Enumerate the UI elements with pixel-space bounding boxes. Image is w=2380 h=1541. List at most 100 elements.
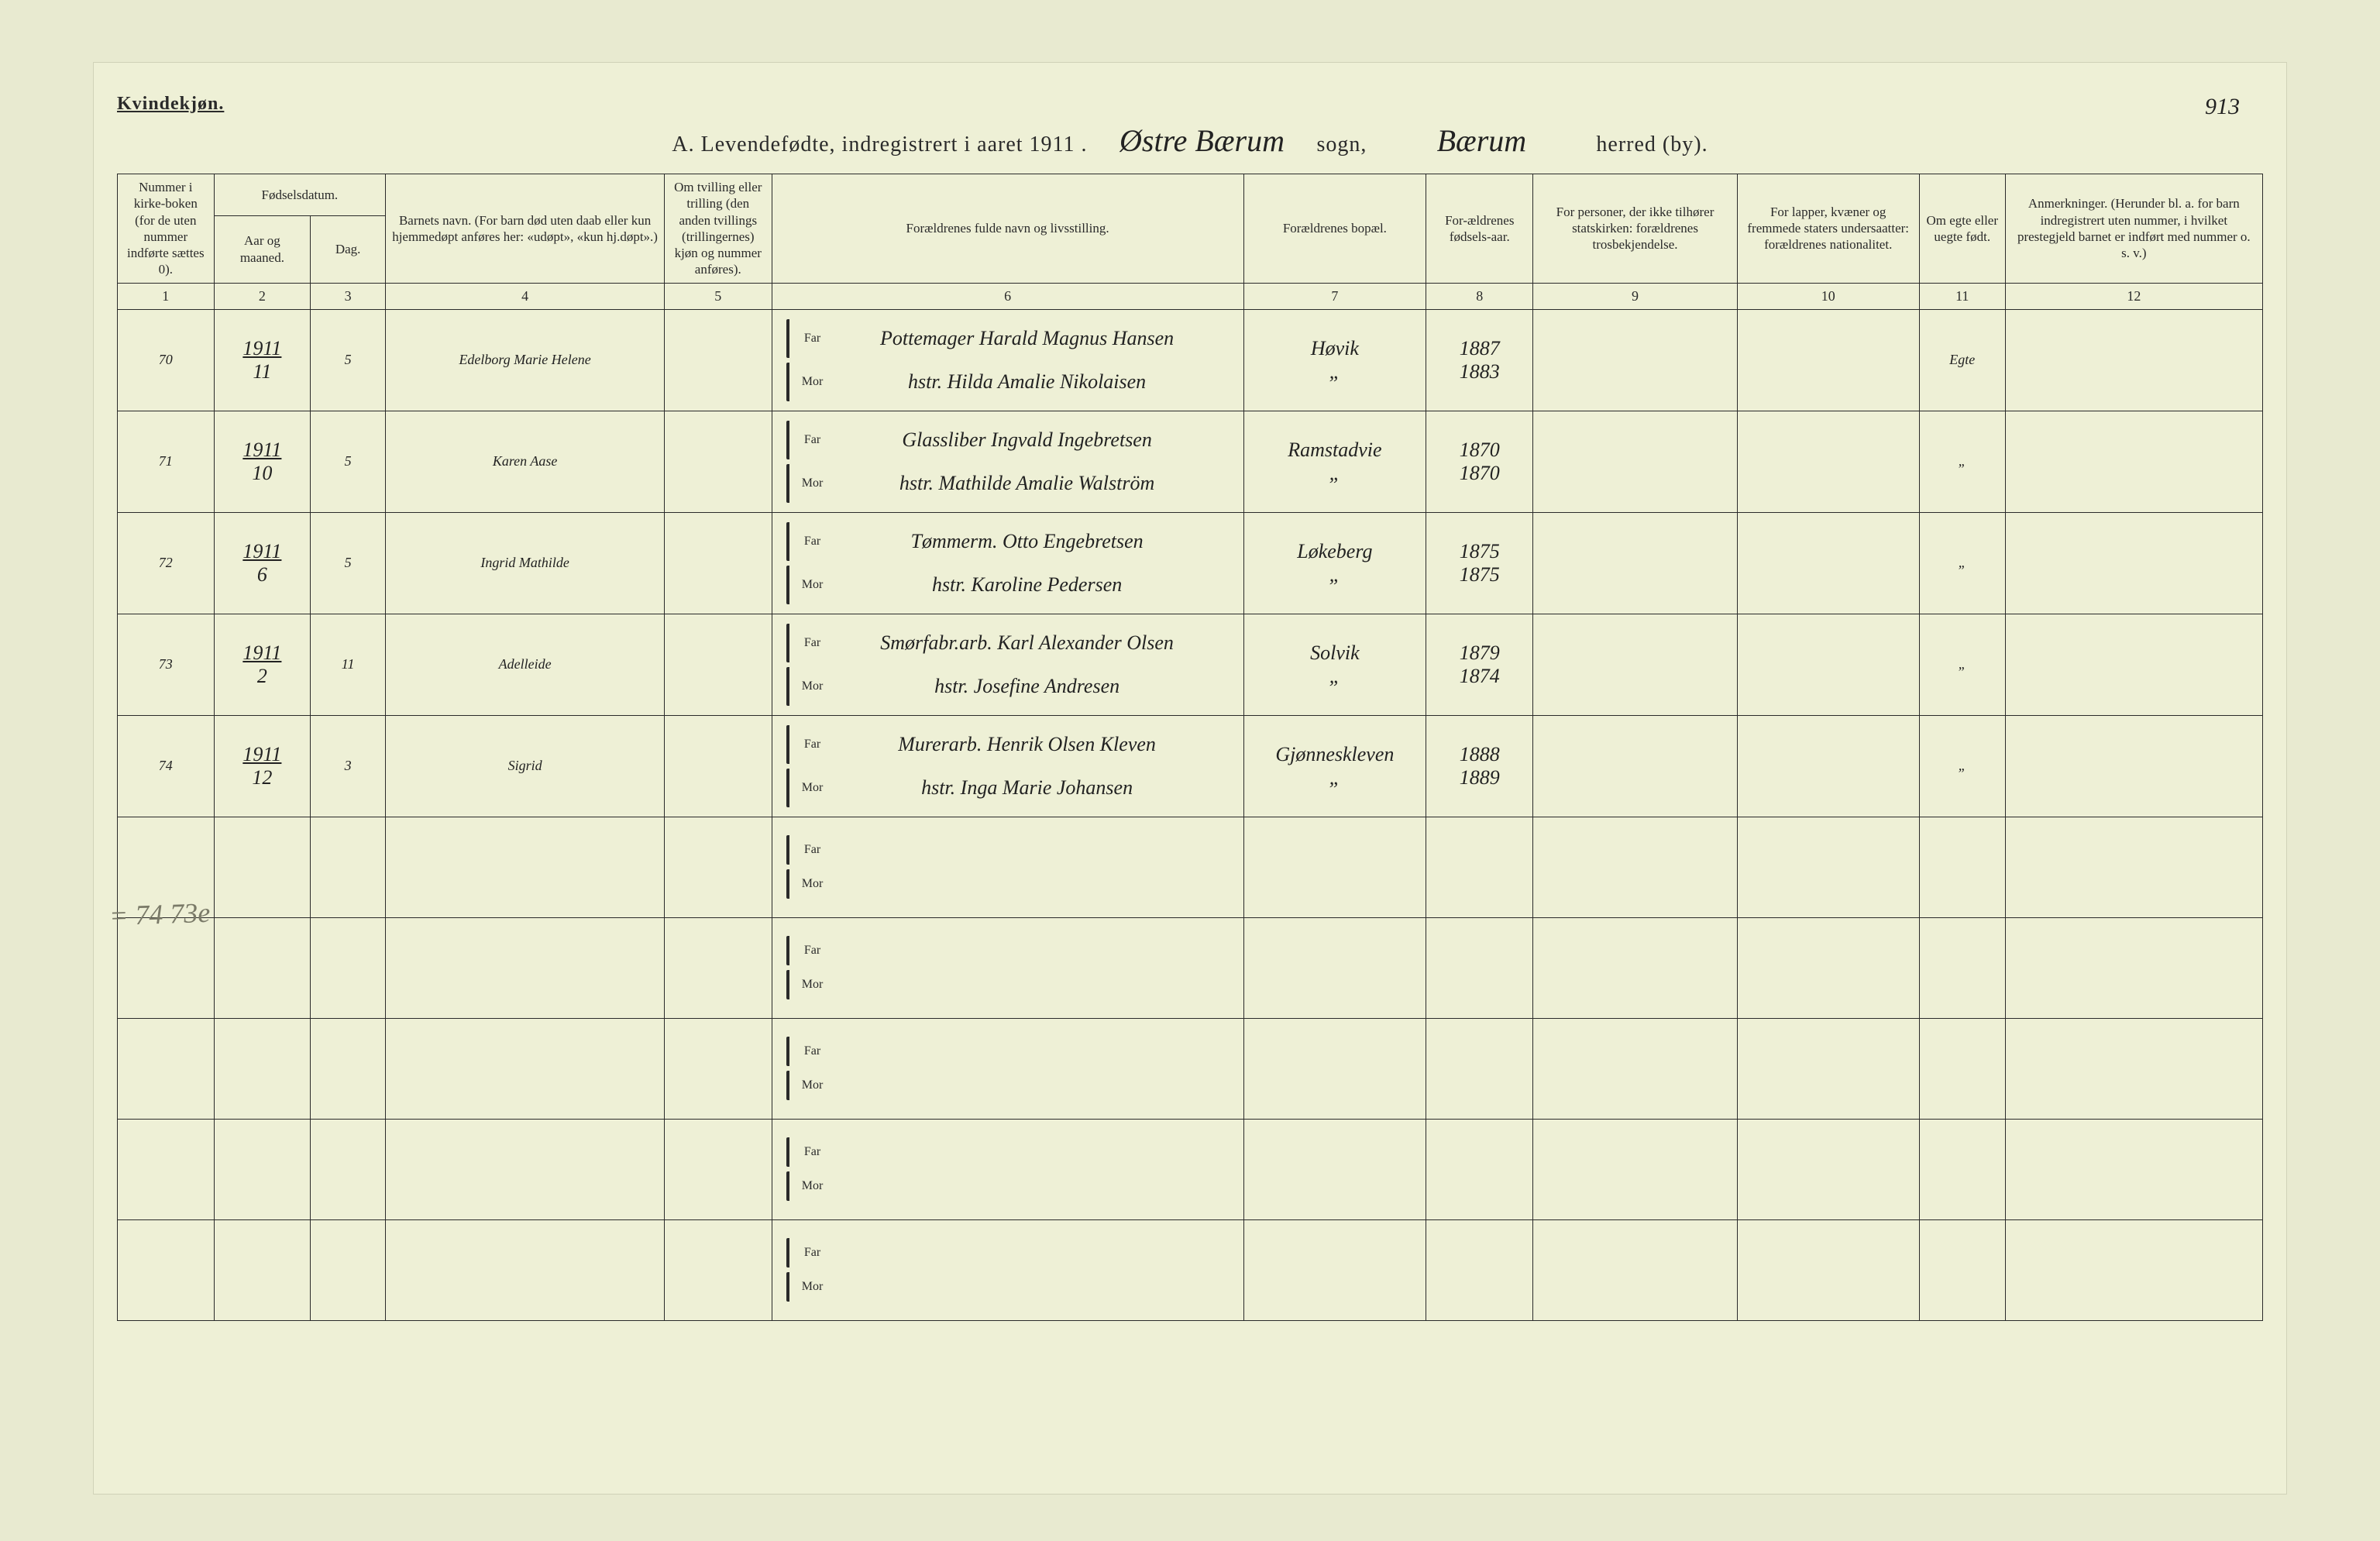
colnum-8: 8 (1426, 283, 1533, 309)
birth-father: 1879 (1432, 642, 1526, 665)
year-month (214, 1018, 311, 1119)
far-label: Far (799, 738, 827, 752)
colnum-12: 12 (2005, 283, 2262, 309)
nationality-cell (1737, 1119, 1919, 1219)
birth-father: 1875 (1432, 540, 1526, 563)
mother-name: hstr. Josefine Andresen (834, 675, 1220, 698)
twin-cell (665, 614, 772, 715)
remarks-cell (2005, 817, 2262, 917)
far-label: Far (799, 843, 827, 857)
mother-line: Mor hstr. Inga Marie Johansen (786, 769, 1230, 807)
year-month (214, 917, 311, 1018)
residence-father: Høvik (1250, 337, 1419, 360)
table-row: 72 1911 6 5 Ingrid Mathilde Far Tømmerm.… (118, 512, 2263, 614)
table-row-empty: Far Mor (118, 817, 2263, 917)
residence-cell: Løkeberg „ (1243, 512, 1426, 614)
remarks-cell (2005, 309, 2262, 411)
confession-cell (1533, 614, 1737, 715)
legitimacy (1919, 1219, 2005, 1320)
title-prefix: A. Levendefødte, indregistrert i aaret 1… (672, 132, 1087, 157)
year: 1911 (221, 642, 304, 665)
hdr-c8: For-ældrenes fødsels-aar. (1426, 174, 1533, 284)
remarks-cell (2005, 1219, 2262, 1320)
twin-cell (665, 1119, 772, 1219)
remarks-cell (2005, 512, 2262, 614)
entry-number: 74 (118, 715, 215, 817)
table-row: 70 1911 11 5 Edelborg Marie Helene Far P… (118, 309, 2263, 411)
table-row-empty: Far Mor (118, 1219, 2263, 1320)
nationality-cell (1737, 917, 1919, 1018)
parents-cell: Far Mor (772, 1219, 1243, 1320)
father-name: Glassliber Ingvald Ingebretsen (834, 428, 1220, 452)
twin-cell (665, 512, 772, 614)
mother-line: Mor (786, 1171, 1230, 1201)
residence-cell (1243, 917, 1426, 1018)
father-line: Far (786, 1137, 1230, 1167)
legitimacy (1919, 917, 2005, 1018)
year-month: 1911 2 (214, 614, 311, 715)
confession-cell (1533, 1018, 1737, 1119)
parents-cell: Far Mor (772, 1119, 1243, 1219)
table-row: 73 1911 2 11 Adelleide Far Smørfabr.arb.… (118, 614, 2263, 715)
residence-father: Gjønneskleven (1250, 743, 1419, 766)
twin-cell (665, 309, 772, 411)
mother-line: Mor hstr. Karoline Pedersen (786, 566, 1230, 604)
entry-number: 72 (118, 512, 215, 614)
colnum-3: 3 (311, 283, 386, 309)
birth-father: 1888 (1432, 743, 1526, 766)
entry-number: 71 (118, 411, 215, 512)
birthyear-cell: 1888 1889 (1426, 715, 1533, 817)
birth-mother: 1889 (1432, 766, 1526, 789)
twin-cell (665, 817, 772, 917)
entry-number (118, 1018, 215, 1119)
year: 1911 (221, 439, 304, 462)
child-name: Edelborg Marie Helene (386, 309, 665, 411)
margin-note: = 74 73e (108, 898, 211, 932)
residence-mother: „ (1250, 360, 1419, 384)
legitimacy: „ (1919, 614, 2005, 715)
mother-line: Mor hstr. Mathilde Amalie Walström (786, 464, 1230, 503)
legitimacy: „ (1919, 715, 2005, 817)
nationality-cell (1737, 817, 1919, 917)
month: 2 (221, 665, 304, 688)
birthyear-cell (1426, 1018, 1533, 1119)
father-line: Far (786, 1037, 1230, 1066)
day: 11 (311, 614, 386, 715)
birth-mother: 1874 (1432, 665, 1526, 688)
twin-cell (665, 411, 772, 512)
ledger-page: Kvindekjøn. 913 A. Levendefødte, indregi… (93, 62, 2287, 1495)
year-month: 1911 12 (214, 715, 311, 817)
residence-cell (1243, 1018, 1426, 1119)
month: 10 (221, 462, 304, 485)
year: 1911 (221, 743, 304, 766)
residence-cell: Gjønneskleven „ (1243, 715, 1426, 817)
residence-mother: „ (1250, 665, 1419, 688)
confession-cell (1533, 512, 1737, 614)
twin-cell (665, 1219, 772, 1320)
mor-label: Mor (799, 1179, 827, 1193)
residence-father: Solvik (1250, 642, 1419, 665)
hdr-c3: Dag. (311, 215, 386, 283)
far-label: Far (799, 433, 827, 447)
confession-cell (1533, 309, 1737, 411)
day: 5 (311, 411, 386, 512)
day (311, 1119, 386, 1219)
hdr-c12: Anmerkninger. (Herunder bl. a. for barn … (2005, 174, 2262, 284)
father-line: Far Murerarb. Henrik Olsen Kleven (786, 725, 1230, 764)
mother-line: Mor (786, 1272, 1230, 1302)
birthyear-cell: 1870 1870 (1426, 411, 1533, 512)
father-name: Tømmerm. Otto Engebretsen (834, 530, 1220, 553)
parents-cell: Far Glassliber Ingvald Ingebretsen Mor h… (772, 411, 1243, 512)
hdr-c9: For personer, der ikke tilhører statskir… (1533, 174, 1737, 284)
parents-cell: Far Tømmerm. Otto Engebretsen Mor hstr. … (772, 512, 1243, 614)
day (311, 917, 386, 1018)
hdr-c23-top: Fødselsdatum. (214, 174, 386, 216)
table-row-empty: Far Mor (118, 917, 2263, 1018)
birth-father: 1887 (1432, 337, 1526, 360)
month: 6 (221, 563, 304, 586)
entry-number: 73 (118, 614, 215, 715)
nationality-cell (1737, 614, 1919, 715)
mor-label: Mor (799, 781, 827, 795)
child-name (386, 817, 665, 917)
birthyear-cell: 1887 1883 (1426, 309, 1533, 411)
